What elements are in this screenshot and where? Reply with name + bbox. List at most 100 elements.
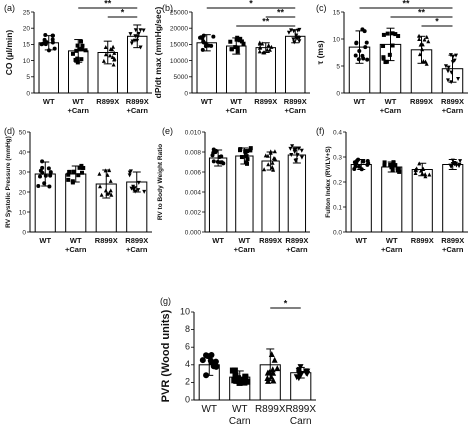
y-tick-label: 0.004 — [185, 189, 202, 196]
data-point — [449, 164, 454, 169]
y-tick-label: 10 — [180, 306, 190, 316]
y-tick-label: 0.000 — [185, 229, 202, 236]
data-point — [267, 47, 272, 52]
data-point — [199, 357, 206, 364]
y-tick-label: 5 — [26, 74, 30, 81]
category-label: WT — [232, 404, 248, 415]
data-point — [297, 39, 302, 44]
data-point — [111, 44, 116, 49]
data-point — [241, 379, 248, 386]
bar — [350, 164, 372, 233]
data-point — [381, 43, 386, 48]
bar — [255, 47, 276, 94]
data-point — [390, 43, 395, 48]
data-point — [79, 39, 84, 44]
category-label: Carn — [229, 416, 251, 427]
data-point — [382, 160, 387, 165]
category-label: +Carn — [442, 106, 464, 115]
category-label: WT — [43, 97, 55, 106]
y-axis-label: τ (ms) — [315, 40, 325, 64]
data-point — [397, 169, 402, 174]
data-point — [424, 61, 429, 66]
data-point — [272, 149, 277, 154]
data-point — [111, 62, 116, 67]
data-point — [365, 162, 370, 167]
data-point — [42, 37, 47, 42]
category-label: WT — [70, 236, 82, 245]
category-label: Carn — [290, 416, 312, 427]
category-label: R899X — [410, 97, 433, 106]
data-point — [264, 369, 271, 376]
data-point — [107, 190, 112, 195]
data-point — [417, 33, 422, 38]
data-point — [70, 51, 75, 56]
data-point — [393, 32, 398, 37]
data-point — [83, 48, 88, 53]
bar — [285, 35, 306, 94]
data-point — [131, 187, 136, 192]
y-tick-label: 4 — [185, 359, 190, 369]
panel-label: (e) — [162, 126, 173, 136]
y-tick-label: 10000 — [170, 58, 188, 65]
data-point — [383, 60, 388, 65]
category-label: R899X — [95, 236, 118, 245]
y-tick-label: 10 — [19, 209, 27, 216]
data-point — [41, 41, 46, 46]
data-point — [443, 64, 448, 69]
data-point — [112, 50, 117, 55]
data-point — [417, 52, 422, 57]
data-point — [457, 162, 462, 167]
data-point — [75, 43, 80, 48]
y-tick-label: 25000 — [170, 9, 188, 16]
significance-label: ** — [262, 17, 270, 27]
data-point — [98, 184, 103, 189]
category-label: WT — [212, 236, 224, 245]
data-point — [132, 38, 137, 43]
data-point — [286, 30, 291, 35]
y-tick-label: 25 — [23, 9, 31, 16]
category-label: WT — [355, 236, 367, 245]
data-point — [299, 155, 304, 160]
data-point — [108, 53, 113, 58]
data-point — [288, 146, 293, 151]
y-tick-label: 0 — [184, 90, 188, 97]
significance-label: * — [121, 8, 125, 18]
data-point — [289, 152, 294, 157]
data-point — [458, 159, 463, 164]
data-point — [133, 34, 138, 39]
y-axis-label: Fulton Index (RV/LV+S) — [325, 146, 332, 217]
panel-label: (g) — [160, 296, 171, 306]
data-point — [128, 32, 133, 37]
category-label: +Carn — [442, 245, 464, 254]
data-point — [248, 146, 253, 151]
data-point — [48, 170, 53, 175]
data-point — [244, 160, 249, 165]
data-point — [357, 164, 362, 169]
data-point — [109, 192, 114, 197]
data-point — [77, 165, 82, 170]
data-point — [235, 45, 240, 50]
y-tick-label: 0.002 — [185, 209, 202, 216]
data-point — [76, 173, 81, 178]
data-point — [101, 58, 106, 63]
category-label: R899X — [96, 97, 119, 106]
data-point — [292, 150, 297, 155]
y-axis-label: dP/dt max (mmHg/sec) — [153, 7, 163, 99]
data-point — [235, 49, 240, 54]
data-point — [257, 40, 262, 45]
y-tick-label: 0.3 — [333, 154, 342, 161]
data-point — [274, 365, 281, 372]
category-label: R899X — [255, 404, 286, 415]
y-tick-label: 5000 — [174, 74, 189, 81]
data-point — [97, 171, 102, 176]
category-label: R899X — [411, 236, 434, 245]
data-point — [50, 37, 55, 42]
significance-label: ** — [277, 8, 285, 18]
data-point — [257, 49, 262, 54]
data-point — [79, 57, 84, 62]
y-tick-label: 8 — [185, 324, 190, 334]
data-point — [354, 41, 359, 46]
category-label: WT — [239, 236, 251, 245]
data-point — [364, 40, 369, 45]
